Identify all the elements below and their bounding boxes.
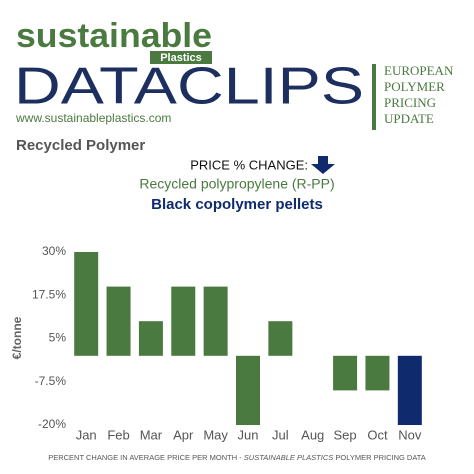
brand: sustainable — [16, 17, 212, 55]
footer: PERCENT CHANGE IN AVERAGE PRICE PER MONT… — [0, 453, 474, 462]
x-tick-label: Jun — [238, 427, 259, 442]
side-line: POLYMER — [384, 79, 445, 94]
bar — [365, 355, 390, 391]
bar — [333, 355, 358, 391]
product: Black copolymer pellets — [151, 196, 323, 213]
x-tick-label: May — [203, 427, 228, 442]
footer-text: SUSTAINABLE PLASTICS — [243, 453, 334, 462]
x-tick-label: Jul — [272, 427, 289, 442]
measure: PRICE % CHANGE: — [190, 157, 308, 172]
brand-sub: Plastics — [160, 52, 202, 64]
y-axis-label: €/tonne — [10, 316, 24, 359]
bar — [268, 321, 293, 356]
down-arrow — [311, 156, 335, 174]
bar — [74, 252, 99, 356]
footer-text: POLYMER PRICING DATA — [333, 453, 426, 462]
x-tick-label: Jan — [76, 427, 97, 442]
x-tick-label: Nov — [398, 427, 422, 442]
y-tick-label: -20% — [38, 417, 66, 431]
x-tick-label: Apr — [173, 427, 194, 442]
bar — [106, 286, 131, 356]
y-tick-label: 30% — [42, 244, 66, 258]
y-tick-label: 5% — [49, 331, 67, 345]
side-line: UPDATE — [384, 111, 434, 126]
footer-text: PERCENT CHANGE IN AVERAGE PRICE PER MONT… — [48, 453, 244, 462]
x-tick-label: Feb — [107, 427, 129, 442]
section: Recycled Polymer — [16, 137, 145, 154]
x-tick-label: Sep — [334, 427, 357, 442]
x-tick-label: Aug — [301, 427, 324, 442]
x-tick-label: Mar — [140, 427, 163, 442]
bar — [236, 355, 260, 425]
bar — [171, 286, 196, 356]
side-line: EUROPEAN — [384, 63, 454, 78]
url: www.sustainableplastics.com — [15, 111, 171, 125]
y-tick-label: -7.5% — [35, 374, 67, 388]
bar — [203, 286, 228, 356]
y-tick-label: 17.5% — [32, 287, 66, 301]
brand-box — [150, 51, 212, 64]
x-tick-label: Oct — [367, 427, 388, 442]
side-line: PRICING — [384, 95, 436, 110]
bar — [397, 355, 422, 425]
material: Recycled polypropylene (R-PP) — [139, 176, 334, 192]
bar — [138, 321, 163, 356]
side-bar — [372, 64, 376, 130]
masthead: DATACLIPS — [14, 58, 364, 116]
